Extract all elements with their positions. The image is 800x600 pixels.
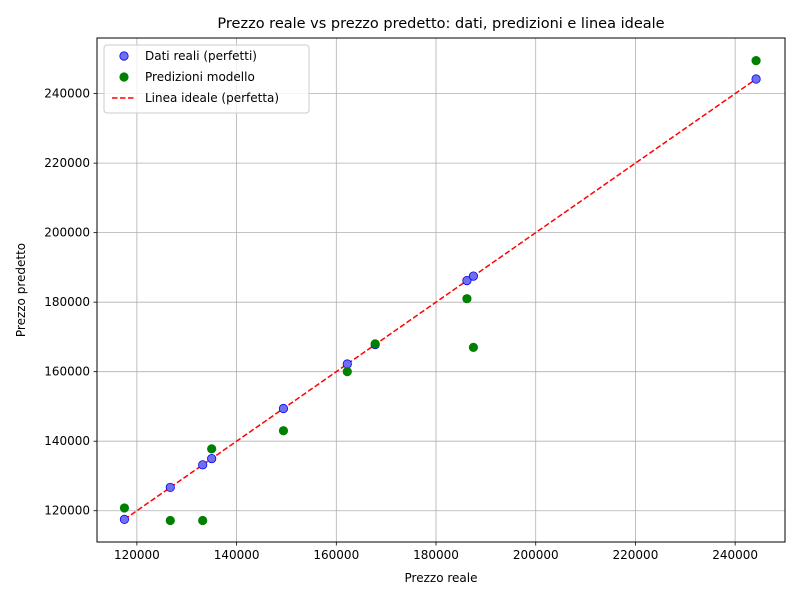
y-tick-label: 120000 — [44, 504, 90, 518]
prediction-point — [207, 444, 217, 454]
prediction-point — [198, 515, 208, 526]
x-tick-label: 140000 — [214, 548, 260, 562]
legend-box — [103, 44, 310, 114]
y-tick-label: 140000 — [44, 434, 90, 448]
real-data-point — [165, 482, 175, 493]
y-tick-label: 200000 — [44, 226, 90, 240]
y-tick-label: 240000 — [44, 87, 90, 101]
ideal-line — [123, 78, 757, 521]
real-data-point — [342, 359, 352, 369]
x-tick-label: 180000 — [413, 548, 459, 562]
real-data-point — [462, 276, 472, 286]
legend-label: Predizioni modello — [145, 70, 255, 84]
legend-label: Dati reali (perfetti) — [145, 49, 257, 63]
data-points — [119, 55, 761, 526]
y-axis-label: Prezzo predetto — [14, 243, 28, 337]
real-data-point — [751, 74, 761, 84]
legend-marker-icon — [119, 72, 129, 82]
y-tick-label: 180000 — [44, 295, 90, 309]
x-tick-label: 160000 — [313, 548, 359, 562]
x-tick-label: 220000 — [613, 548, 659, 562]
legend: Dati reali (perfetti) Predizioni modello L… — [103, 44, 310, 114]
real-data-point — [207, 453, 217, 464]
x-tick-label: 240000 — [712, 548, 758, 562]
x-tick-label: 120000 — [114, 548, 160, 562]
prediction-point — [119, 503, 130, 513]
real-data-point — [198, 460, 208, 470]
prediction-point — [165, 515, 175, 526]
prediction-point — [278, 426, 289, 436]
legend-label: Linea ideale (perfetta) — [145, 91, 279, 105]
real-data-point — [119, 514, 130, 525]
x-axis-label: Prezzo reale — [405, 571, 478, 585]
prediction-point — [468, 342, 479, 352]
real-data-point — [278, 403, 289, 414]
prediction-point — [462, 294, 472, 304]
axis-ticks: 120000 140000 160000 180000 200000 220000 2400… — [44, 87, 758, 562]
real-data-point — [468, 271, 479, 281]
legend-marker-icon — [119, 51, 129, 61]
prediction-point — [751, 55, 761, 66]
prediction-point — [342, 367, 352, 377]
x-tick-label: 200000 — [513, 548, 559, 562]
y-tick-label: 220000 — [44, 156, 90, 170]
chart-title: Prezzo reale vs prezzo predetto: dati, p… — [217, 16, 664, 32]
ideal-line-path — [123, 78, 757, 521]
plot-frame — [96, 37, 786, 543]
grid — [97, 38, 785, 542]
y-tick-label: 160000 — [44, 365, 90, 379]
prediction-point — [370, 339, 380, 349]
